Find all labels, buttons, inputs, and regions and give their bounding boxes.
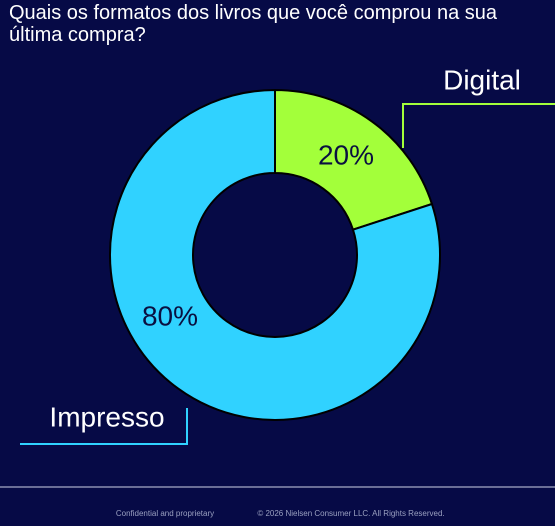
leader-line xyxy=(20,408,188,445)
donut-slice xyxy=(109,88,441,421)
legend-label: Digital xyxy=(443,64,521,95)
donut xyxy=(109,88,441,421)
donut-slice xyxy=(274,88,434,231)
chart-title: Quais os formatos dos livros que você co… xyxy=(9,2,498,46)
footer-text: © 2026 Nielsen Consumer LLC. All Rights … xyxy=(257,509,444,518)
legend-label: Impresso xyxy=(49,401,164,432)
data-label: 20% xyxy=(318,139,374,170)
data-label: 80% xyxy=(142,300,198,331)
leader-line xyxy=(402,103,555,148)
footer-text: Confidential and proprietary xyxy=(116,509,214,518)
